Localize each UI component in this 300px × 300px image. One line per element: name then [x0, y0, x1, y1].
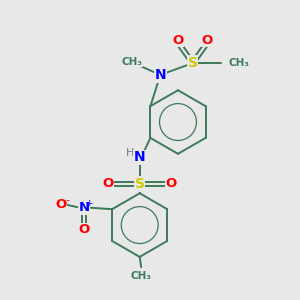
- Text: S: S: [135, 177, 145, 191]
- Text: O: O: [172, 34, 184, 47]
- Text: CH₃: CH₃: [228, 58, 249, 68]
- Text: CH₃: CH₃: [131, 271, 152, 281]
- Text: +: +: [85, 199, 92, 208]
- Text: O: O: [202, 34, 213, 47]
- Text: CH₃: CH₃: [122, 57, 143, 67]
- Text: N: N: [79, 201, 90, 214]
- Text: O: O: [79, 223, 90, 236]
- Text: N: N: [154, 68, 166, 82]
- Text: O: O: [55, 198, 66, 211]
- Text: O: O: [166, 177, 177, 190]
- Text: N: N: [134, 150, 146, 164]
- Text: H: H: [126, 148, 134, 158]
- Text: -: -: [65, 195, 69, 205]
- Text: S: S: [188, 56, 198, 70]
- Text: O: O: [102, 177, 113, 190]
